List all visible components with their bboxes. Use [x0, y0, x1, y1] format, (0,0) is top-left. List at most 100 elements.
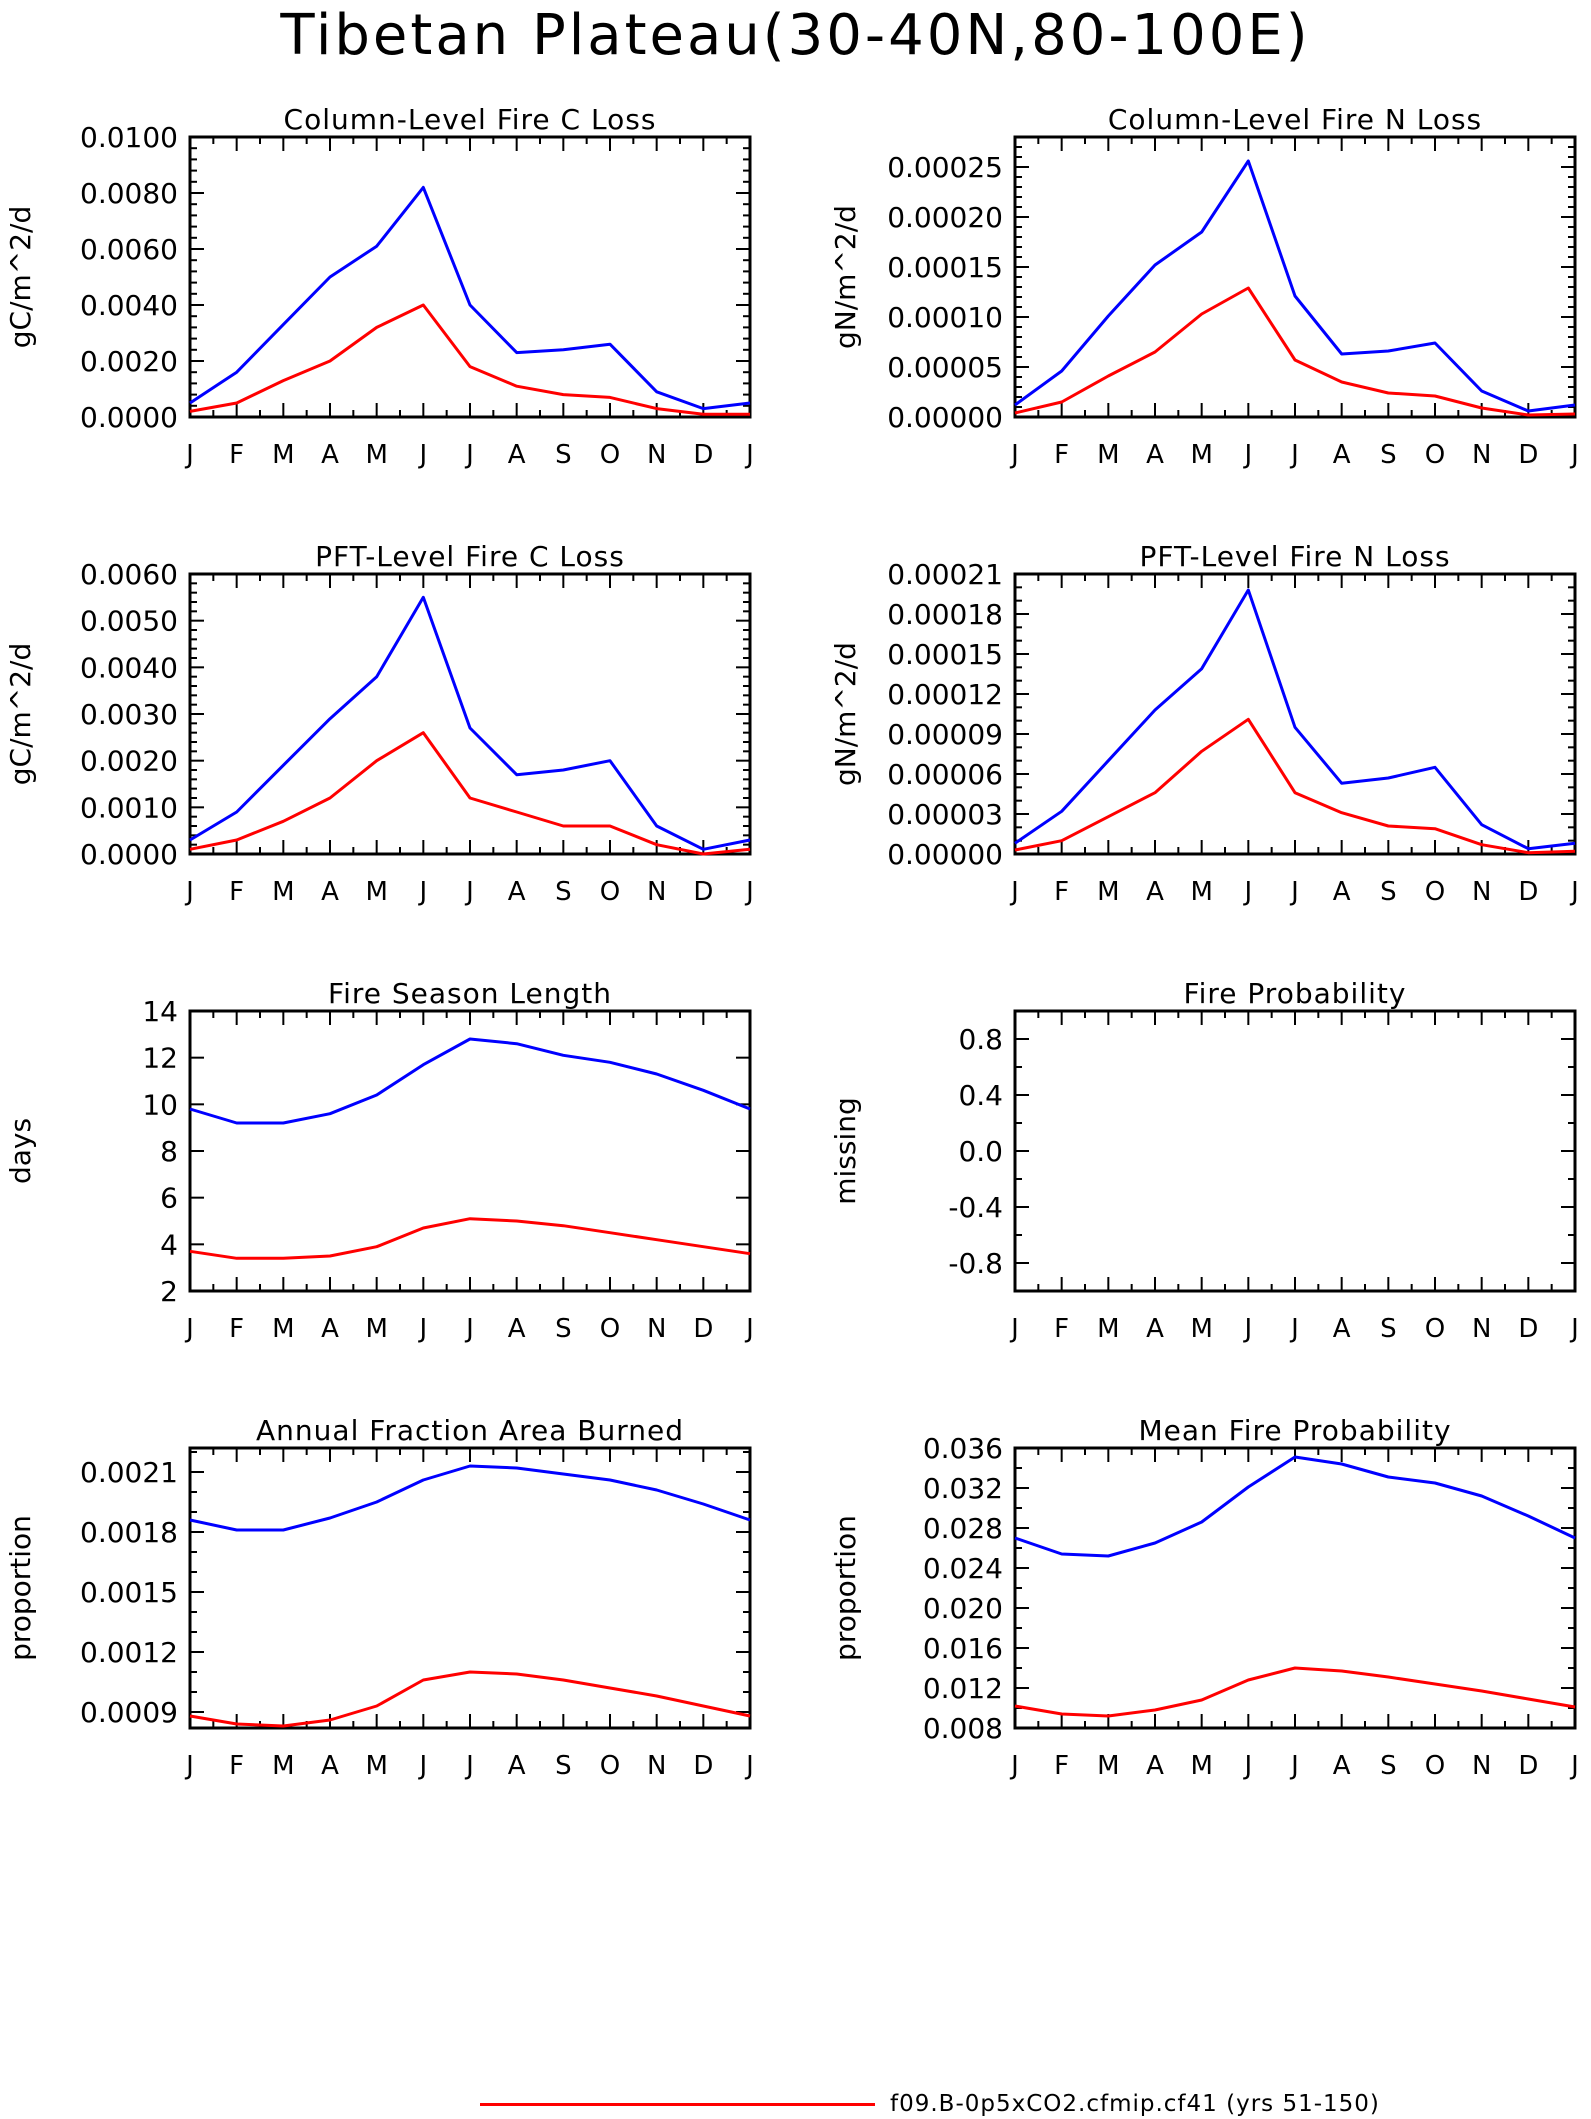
x-tick-label: A: [321, 440, 339, 470]
x-tick-label: J: [417, 1751, 427, 1781]
x-tick-label: J: [1009, 440, 1019, 470]
series-red-line: [1014, 1666, 1576, 1718]
x-tick-label: N: [647, 1314, 666, 1344]
x-tick-label: D: [1518, 1751, 1538, 1781]
x-tick-label: F: [229, 440, 244, 470]
panel-frame: [1013, 1446, 1577, 1730]
y-tick-label: 0.00005: [887, 351, 1003, 384]
x-tick-label: F: [1054, 1314, 1069, 1344]
panel-frame: [188, 1009, 752, 1293]
y-tick-label: 0.028: [923, 1512, 1003, 1545]
x-tick-label: O: [600, 440, 620, 470]
x-tick-label: J: [1569, 1314, 1579, 1344]
legend: f09.B-0p5xCO2.cfmip.cf41 (yrs 51-150): [480, 2090, 1580, 2118]
x-tick-label: N: [647, 1751, 666, 1781]
y-tick-label: 0.0020: [80, 745, 178, 778]
x-tick-label: J: [1009, 877, 1019, 907]
panel-title: Annual Fraction Area Burned: [256, 1414, 684, 1447]
y-tick-label: 0.0040: [80, 651, 178, 684]
series-blue-line: [189, 1037, 751, 1125]
x-tick-label: A: [508, 1751, 526, 1781]
x-tick-label: M: [272, 877, 294, 907]
x-tick-label: S: [555, 877, 572, 907]
panel-title: PFT-Level Fire N Loss: [1139, 540, 1450, 573]
series-red-line: [189, 1217, 751, 1260]
x-tick-label: D: [1518, 1314, 1538, 1344]
y-axis-label: gN/m^2/d: [829, 205, 862, 349]
x-tick-label: A: [1333, 440, 1351, 470]
series-red-line: [189, 731, 751, 856]
series-blue-line: [189, 1464, 751, 1532]
x-tick-label: J: [744, 1314, 754, 1344]
panel-frame: [188, 135, 752, 419]
x-tick-label: O: [600, 1751, 620, 1781]
y-tick-label: 0.00015: [887, 251, 1003, 284]
panel-title: Fire Probability: [1184, 977, 1407, 1010]
x-tick-label: N: [1472, 1314, 1491, 1344]
x-tick-label: M: [365, 1314, 387, 1344]
x-tick-label: O: [600, 1314, 620, 1344]
panel-title: Column-Level Fire N Loss: [1108, 103, 1482, 136]
y-tick-label: 0.00000: [887, 401, 1003, 434]
series-blue-line: [189, 185, 751, 411]
y-tick-label: 0.0100: [80, 121, 178, 154]
x-tick-label: J: [184, 877, 194, 907]
x-tick-label: S: [555, 1314, 572, 1344]
y-tick-label: 6: [160, 1182, 178, 1215]
x-tick-label: J: [1289, 877, 1299, 907]
x-tick-label: A: [1146, 1751, 1164, 1781]
x-tick-label: M: [1190, 440, 1212, 470]
x-tick-label: F: [1054, 440, 1069, 470]
series-blue-line: [189, 595, 751, 851]
x-tick-label: J: [1569, 877, 1579, 907]
x-tick-label: F: [229, 1314, 244, 1344]
panel-frame: [1013, 1009, 1577, 1293]
y-tick-label: 8: [160, 1135, 178, 1168]
x-tick-label: S: [555, 1751, 572, 1781]
y-tick-label: 0.00020: [887, 201, 1003, 234]
series-red-line: [189, 1670, 751, 1728]
x-tick-label: D: [693, 877, 713, 907]
y-tick-label: 0.0018: [80, 1516, 178, 1549]
x-tick-label: J: [1569, 1751, 1579, 1781]
y-axis-label: gN/m^2/d: [829, 642, 862, 786]
y-tick-label: 0.00015: [887, 638, 1003, 671]
x-tick-label: J: [1569, 440, 1579, 470]
x-tick-label: A: [1146, 440, 1164, 470]
x-tick-label: M: [1190, 1751, 1212, 1781]
x-tick-label: O: [600, 877, 620, 907]
x-tick-label: J: [1242, 877, 1252, 907]
x-tick-label: M: [272, 1314, 294, 1344]
x-tick-label: A: [508, 440, 526, 470]
y-axis-label: gC/m^2/d: [4, 206, 37, 349]
y-tick-label: 12: [142, 1042, 178, 1075]
y-tick-label: 0.0020: [80, 345, 178, 378]
x-tick-label: A: [1333, 877, 1351, 907]
y-tick-label: 0.016: [923, 1632, 1003, 1665]
y-tick-label: 0.00018: [887, 598, 1003, 631]
y-tick-label: 0.00003: [887, 798, 1003, 831]
panel-title: PFT-Level Fire C Loss: [315, 540, 625, 573]
y-tick-label: 10: [142, 1088, 178, 1121]
x-tick-label: O: [1425, 877, 1445, 907]
x-tick-label: S: [555, 440, 572, 470]
y-tick-label: 0.00012: [887, 678, 1003, 711]
x-tick-label: A: [1146, 1314, 1164, 1344]
x-tick-label: A: [1333, 1314, 1351, 1344]
x-tick-label: N: [1472, 440, 1491, 470]
x-tick-label: A: [1333, 1751, 1351, 1781]
x-tick-label: J: [1009, 1314, 1019, 1344]
x-tick-label: J: [1242, 440, 1252, 470]
x-tick-label: A: [508, 877, 526, 907]
y-tick-label: 0.0050: [80, 605, 178, 638]
x-tick-label: A: [1146, 877, 1164, 907]
y-tick-label: 0.00021: [887, 558, 1003, 591]
y-tick-label: 0.4: [958, 1079, 1003, 1112]
y-tick-label: 0.0060: [80, 558, 178, 591]
series-red-line: [1014, 717, 1576, 855]
